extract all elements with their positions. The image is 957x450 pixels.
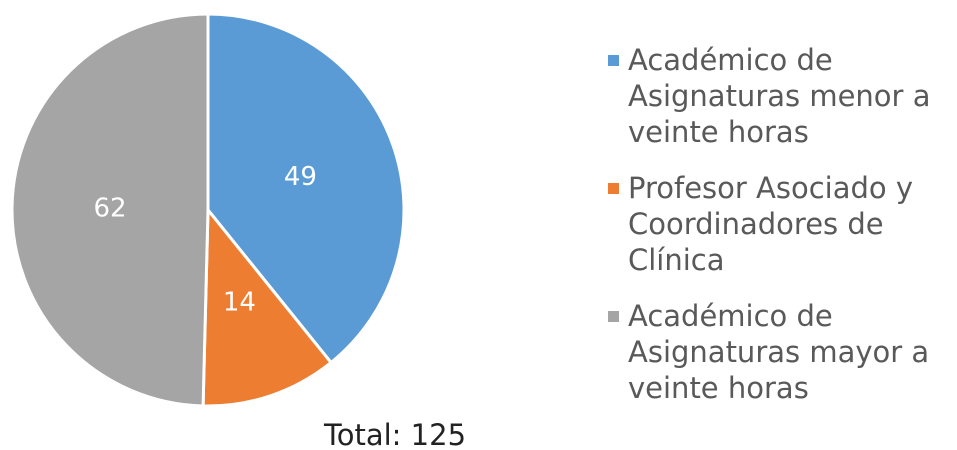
legend: Académico de Asignaturas menor a veinte … <box>606 42 956 426</box>
legend-item: Profesor Asociado y Coordinadores de Clí… <box>606 170 956 278</box>
legend-swatch <box>608 183 619 194</box>
legend-label: Académico de Asignaturas mayor a veinte … <box>628 299 930 405</box>
data-label: 62 <box>93 193 126 223</box>
data-label: 49 <box>284 162 317 192</box>
pie-slice <box>201 205 334 408</box>
pie-slice <box>10 12 210 408</box>
legend-item: Académico de Asignaturas mayor a veinte … <box>606 298 956 406</box>
legend-item: Académico de Asignaturas menor a veinte … <box>606 42 956 150</box>
data-label: 14 <box>223 287 256 317</box>
pie-slice <box>206 12 406 365</box>
legend-label: Profesor Asociado y Coordinadores de Clí… <box>628 171 914 277</box>
legend-swatch <box>608 55 619 66</box>
legend-label: Académico de Asignaturas menor a veinte … <box>628 43 931 149</box>
total-annotation: Total: 125 <box>323 418 466 450</box>
legend-swatch <box>608 311 619 322</box>
